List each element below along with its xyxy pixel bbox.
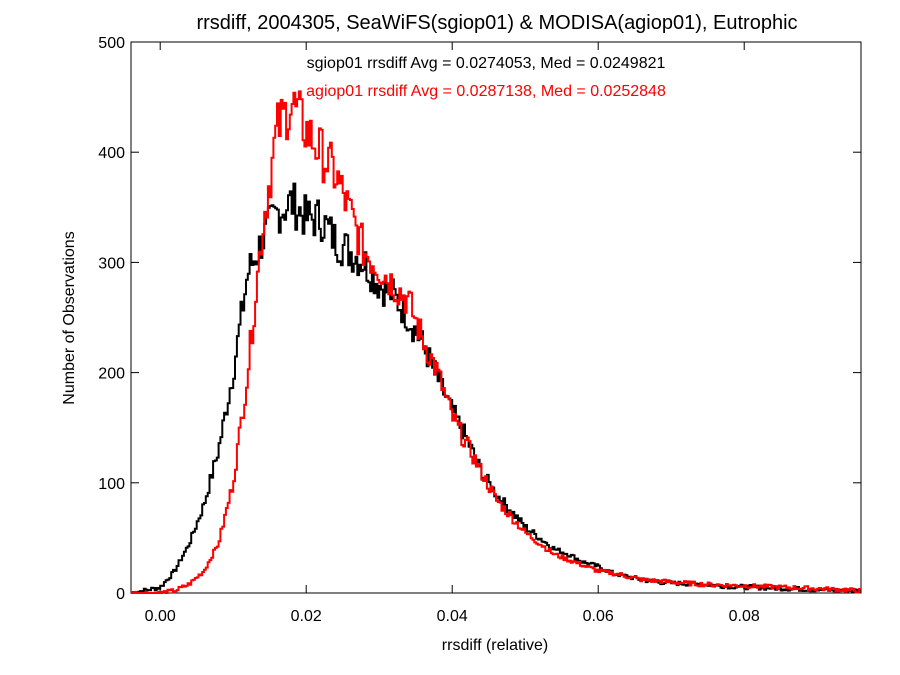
y-axis-label: Number of Observations [61, 231, 78, 404]
y-tick-label: 300 [98, 255, 125, 272]
y-tick-label: 100 [98, 476, 125, 493]
x-axis: 0.00 0.02 0.04 0.06 0.08 [145, 42, 760, 625]
annotation-red: agiop01 rrsdiff Avg = 0.0287138, Med = 0… [306, 83, 666, 100]
x-tick-label: 0.06 [583, 608, 614, 625]
x-tick-label: 0.08 [729, 608, 760, 625]
x-tick-label: 0.04 [437, 608, 468, 625]
chart-title: rrsdiff, 2004305, SeaWiFS(sgiop01) & MOD… [196, 12, 797, 34]
annotation-black: sgiop01 rrsdiff Avg = 0.0274053, Med = 0… [307, 55, 666, 72]
y-tick-label: 0 [116, 586, 125, 603]
y-tick-label: 400 [98, 145, 125, 162]
y-tick-label: 500 [98, 35, 125, 52]
series-line-black [131, 182, 861, 594]
x-axis-label: rrsdiff (relative) [442, 637, 548, 654]
y-tick-label: 200 [98, 366, 125, 383]
x-tick-label: 0.00 [145, 608, 176, 625]
x-tick-label: 0.02 [291, 608, 322, 625]
y-axis: 0 100 200 300 400 500 [98, 35, 861, 603]
series-layer [131, 90, 861, 594]
series-line-red [131, 90, 861, 594]
plot-frame [130, 41, 862, 594]
